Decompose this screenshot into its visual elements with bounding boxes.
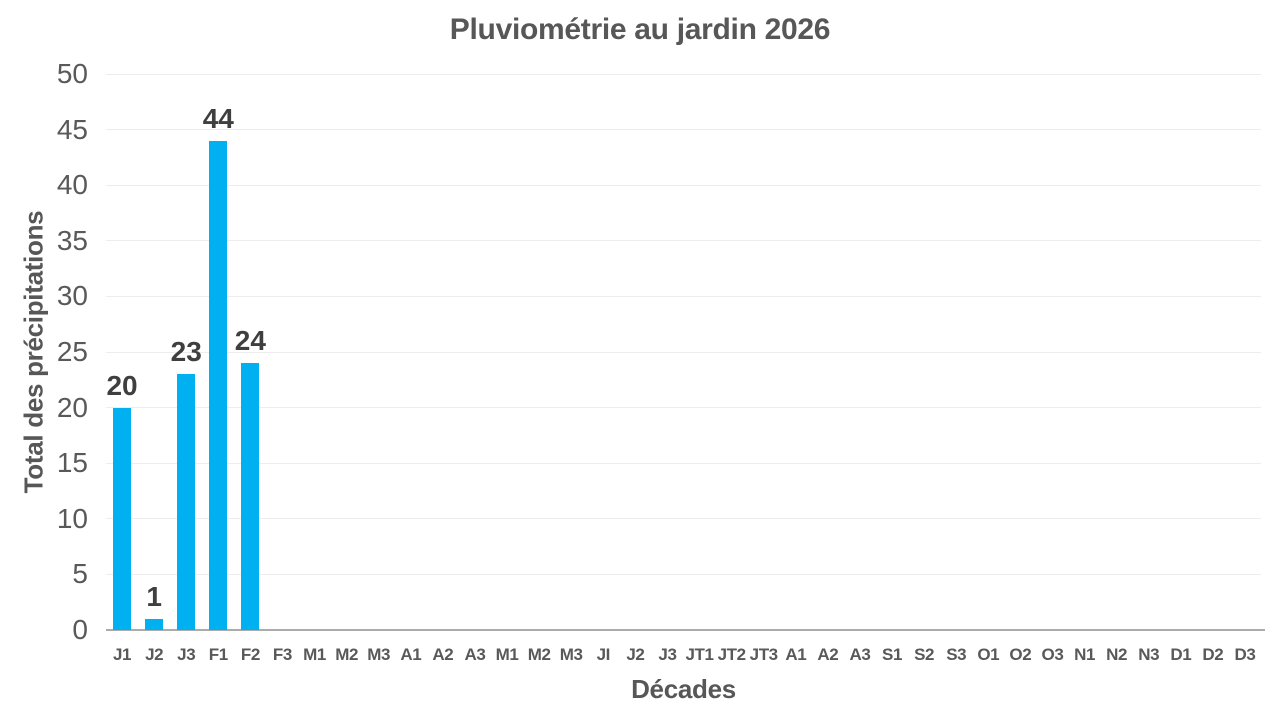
bar-F2 (241, 363, 260, 630)
x-tick-label: N3 (1138, 645, 1160, 664)
x-tick-label: N1 (1074, 645, 1095, 664)
data-label: 24 (234, 325, 266, 357)
x-tick-label: A3 (849, 645, 871, 664)
x-tick-label: JT1 (685, 645, 714, 664)
x-tick-label: M2 (335, 645, 359, 664)
data-label: 23 (170, 336, 202, 368)
y-tick-label: 30 (56, 280, 88, 312)
x-tick-label: A2 (432, 645, 454, 664)
x-tick-label: JI (596, 645, 611, 664)
gridline (106, 518, 1261, 520)
data-label: 1 (146, 580, 162, 612)
bar-J1 (113, 407, 132, 630)
x-tick-label: D2 (1202, 645, 1224, 664)
y-tick-label: 15 (56, 447, 88, 479)
gridline (106, 351, 1261, 353)
x-tick-label: M2 (527, 645, 551, 664)
x-tick-label: A2 (817, 645, 839, 664)
y-tick-label: 35 (56, 224, 88, 256)
x-tick-label: O2 (1009, 645, 1032, 664)
x-tick-label: M1 (495, 645, 519, 664)
y-tick-label: 45 (56, 113, 88, 145)
bar-F1 (209, 140, 228, 630)
y-tick-label: 40 (56, 169, 88, 201)
x-axis-title: Décades (631, 674, 736, 704)
gridline (106, 240, 1261, 242)
x-tick-label: O1 (977, 645, 1000, 664)
x-tick-label: M3 (367, 645, 391, 664)
y-tick-label: 10 (56, 502, 88, 534)
x-tick-label: JT2 (717, 645, 746, 664)
x-axis-line (106, 629, 1265, 631)
x-tick-label: M3 (559, 645, 583, 664)
x-tick-label: M1 (303, 645, 326, 664)
y-tick-label: 0 (72, 614, 88, 645)
gridline (106, 73, 1261, 75)
x-tick-label: S1 (882, 645, 903, 664)
gridline (106, 129, 1261, 131)
x-tick-label: N2 (1106, 645, 1128, 664)
x-tick-label: O3 (1041, 645, 1064, 664)
gridline (106, 573, 1261, 575)
x-tick-label: D3 (1234, 645, 1256, 664)
bar-J3 (177, 374, 196, 630)
y-tick-label: 20 (56, 391, 88, 423)
x-tick-label: F2 (240, 645, 260, 664)
x-tick-label: A1 (785, 645, 807, 664)
chart-title: Pluviométrie au jardin 2026 (449, 13, 831, 46)
x-tick-label: J2 (626, 645, 645, 664)
gridline (106, 184, 1261, 186)
x-tick-label: S2 (914, 645, 935, 664)
x-tick-label: S3 (946, 645, 967, 664)
gridline (106, 462, 1261, 464)
y-tick-label: 25 (56, 336, 88, 367)
data-label: 44 (202, 102, 234, 134)
x-tick-label: J1 (112, 645, 132, 664)
y-tick-label: 50 (56, 58, 88, 89)
x-tick-label: F3 (272, 645, 292, 664)
data-label: 20 (106, 369, 138, 401)
x-tick-label: F1 (208, 645, 228, 664)
y-tick-label: 5 (72, 558, 88, 590)
gridline (106, 407, 1261, 409)
x-tick-label: D1 (1170, 645, 1192, 664)
x-tick-label: A1 (400, 645, 422, 664)
x-tick-label: J3 (177, 645, 196, 664)
x-tick-label: J2 (145, 645, 164, 664)
x-tick-label: J3 (658, 645, 677, 664)
x-tick-label: JT3 (749, 645, 778, 664)
bar-J2 (145, 618, 164, 630)
gridline (106, 295, 1261, 297)
x-tick-label: A3 (464, 645, 486, 664)
